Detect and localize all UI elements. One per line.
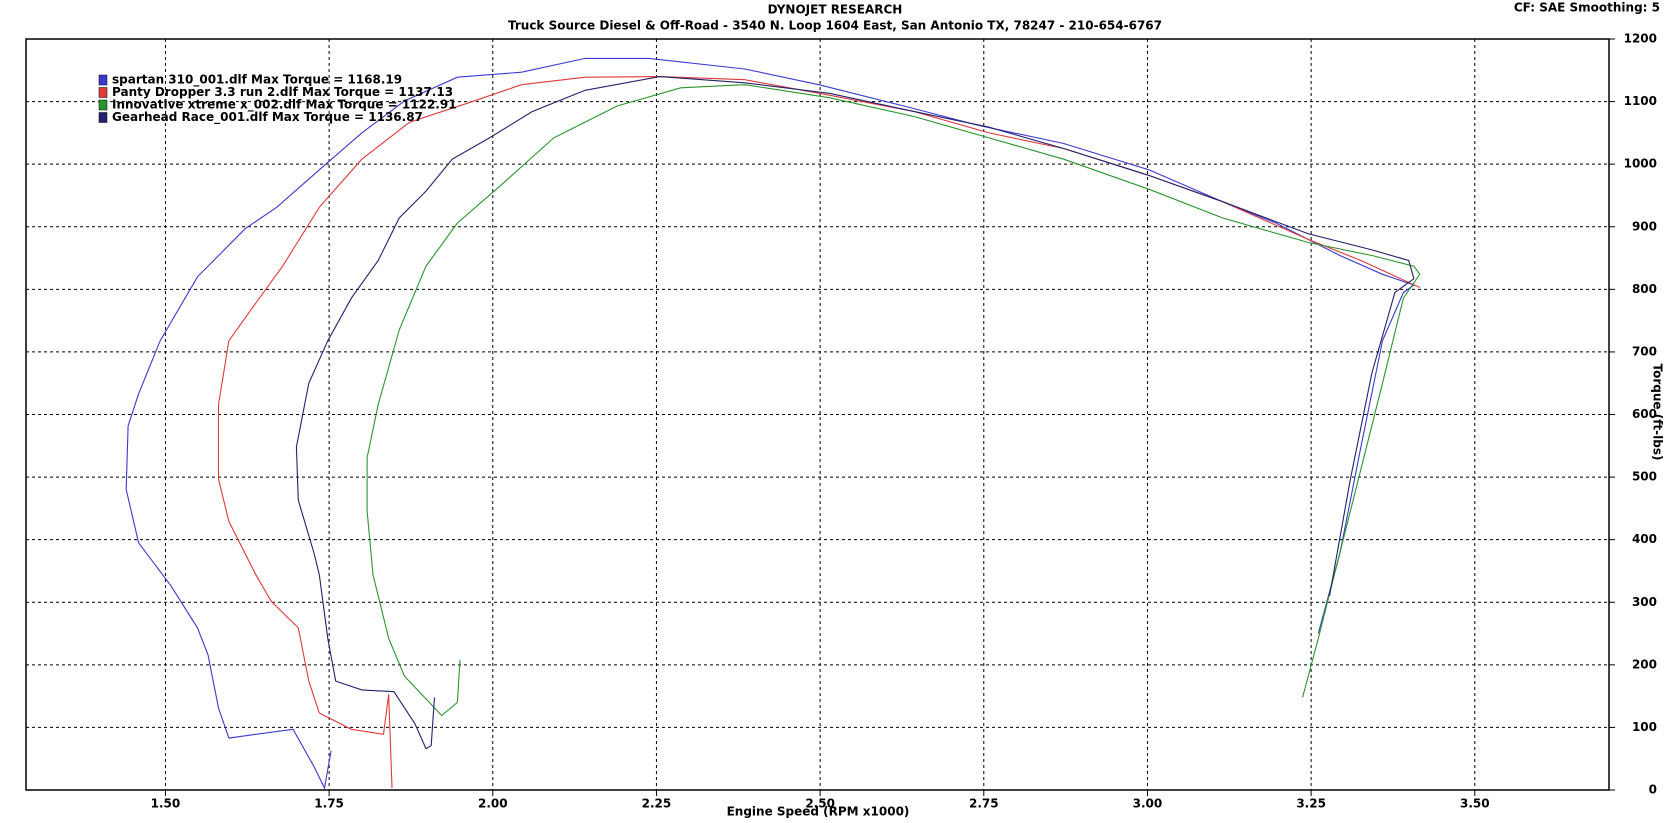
y-tick-label: 300 xyxy=(1632,595,1657,609)
x-tick-label: 2.25 xyxy=(642,797,672,811)
y-tick-label: 200 xyxy=(1632,657,1657,671)
y-tick-label: 700 xyxy=(1632,344,1657,358)
y-tick-label: 600 xyxy=(1632,407,1657,421)
legend-label: Innovative xtreme x_002.dlf Max Torque =… xyxy=(112,98,457,113)
y-tick-label: 900 xyxy=(1632,219,1657,233)
series-line xyxy=(295,76,1415,750)
y-tick-label: 1100 xyxy=(1624,94,1657,108)
legend-label: Gearhead Race_001.dlf Max Torque = 1136.… xyxy=(112,110,423,125)
annotation: CF: SAE Smoothing: 5 xyxy=(1514,1,1660,15)
y-tick-label: 500 xyxy=(1632,470,1657,484)
y-tick-label: 400 xyxy=(1632,532,1657,546)
legend-swatch xyxy=(98,87,108,98)
legend-swatch xyxy=(98,99,108,111)
chart-title: DYNOJET RESEARCH xyxy=(768,3,903,17)
y-tick-label: 0 xyxy=(1649,783,1657,797)
y-tick-label: 1000 xyxy=(1624,157,1657,171)
x-tick-label: 2.75 xyxy=(969,797,999,811)
x-tick-label: 2.00 xyxy=(478,797,508,811)
legend-label: Panty Dropper 3.3 run 2.dlf Max Torque =… xyxy=(112,85,453,99)
x-tick-label: 1.75 xyxy=(314,797,344,811)
x-tick-label: 1.50 xyxy=(151,797,181,811)
legend-swatch xyxy=(98,112,108,123)
series-line xyxy=(366,84,1421,717)
x-tick-label: 3.00 xyxy=(1133,797,1163,811)
y-tick-label: 800 xyxy=(1632,282,1657,296)
x-axis-label: Engine Speed (RPM x1000) xyxy=(727,805,910,819)
x-tick-label: 3.25 xyxy=(1296,797,1326,811)
chart-subtitle: Truck Source Diesel & Off-Road - 3540 N.… xyxy=(508,19,1162,33)
legend-swatch xyxy=(98,74,108,86)
y-axis-label: Torque (ft-lbs) xyxy=(1651,364,1665,461)
y-tick-label: 100 xyxy=(1632,720,1657,734)
series-line xyxy=(125,57,1416,790)
legend-label: spartan 310_001.dlf Max Torque = 1168.19 xyxy=(112,73,402,88)
x-tick-label: 2.50 xyxy=(805,797,835,811)
y-tick-label: 1200 xyxy=(1624,32,1657,46)
series-line xyxy=(217,76,1421,789)
x-tick-label: 3.50 xyxy=(1460,797,1490,811)
